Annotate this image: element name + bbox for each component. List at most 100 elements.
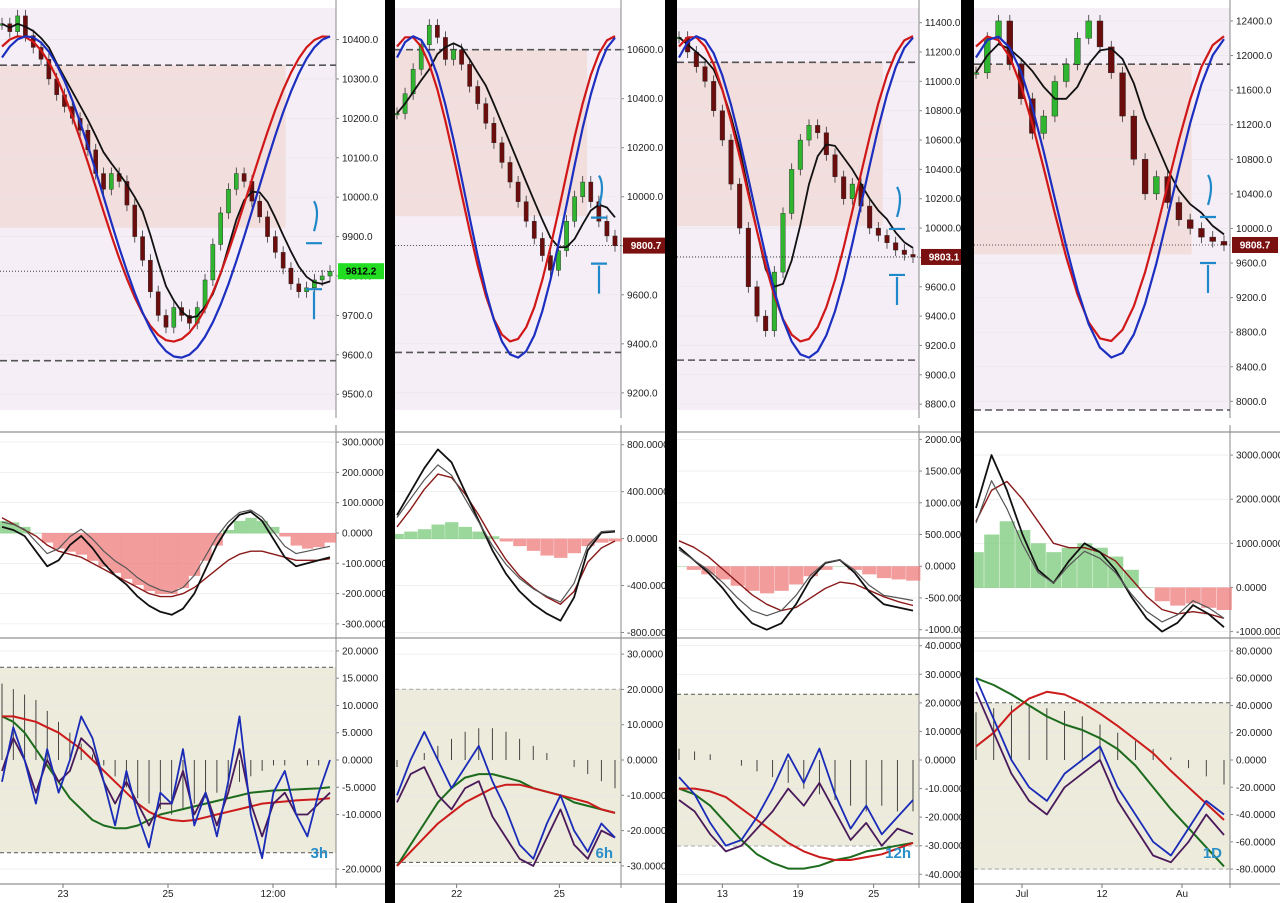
candle-down — [548, 255, 553, 271]
osc1-hist-bar — [594, 538, 609, 543]
price-stoch-blue — [975, 35, 1225, 359]
candle-down — [1175, 202, 1183, 221]
candle-down — [265, 216, 270, 237]
osc1-hist-bar — [1015, 530, 1031, 588]
candle-up — [780, 213, 786, 273]
candle-down — [435, 24, 440, 38]
price-stoch-blue — [396, 35, 616, 359]
candle-down — [754, 286, 760, 317]
candle-up — [218, 212, 223, 245]
candle-down — [745, 227, 751, 287]
price-tick-label: 12000.0 — [1236, 51, 1273, 62]
osc1-hist-bar — [984, 534, 1000, 588]
price-tick-label: 8800.0 — [925, 400, 956, 411]
osc1-hist-bar — [445, 522, 459, 540]
last-price-label: 9800.7 — [631, 241, 662, 252]
osc2-red-line — [396, 783, 616, 867]
candle-down — [893, 242, 899, 251]
price-ma-line — [975, 43, 1225, 236]
price-tick-label: 9600.0 — [342, 350, 373, 361]
price-tick-label: 10400.0 — [925, 165, 961, 176]
osc2-green-line — [396, 773, 616, 867]
osc2-tick-label: 60.0000 — [1236, 674, 1273, 685]
price-tick-label: 9200.0 — [1236, 293, 1267, 304]
timeframe-label: 12h — [885, 845, 911, 862]
osc2-tick-label: 0.0000 — [627, 756, 658, 767]
osc1-hist-bar — [245, 517, 257, 534]
candle-up — [564, 221, 569, 251]
price-tick-label: 11600.0 — [1236, 86, 1272, 97]
osc1-hist-bar — [472, 531, 486, 540]
date-tick-label: Au — [1176, 889, 1188, 900]
osc1-tick-label: -100.0000 — [342, 559, 385, 570]
candle-down — [719, 110, 725, 141]
osc1-hist-bar — [715, 566, 731, 580]
osc1-fast-shadow — [396, 464, 616, 603]
price-tick-label: 11200.0 — [925, 48, 961, 59]
osc2-tick-label: -60.0000 — [1236, 837, 1276, 848]
chart-panel-12h: 11400.0 11200.0 11000.0 10800.0 10600.0 10400… — [677, 0, 961, 903]
candle-down — [531, 221, 537, 239]
candle-down — [148, 260, 153, 292]
osc2-tick-label: -5.0000 — [342, 783, 376, 794]
price-tick-label: 9500.0 — [342, 390, 373, 401]
candle-down — [467, 64, 472, 87]
osc1-hist-bar — [847, 566, 862, 570]
osc2-tick-label: 30.0000 — [627, 650, 664, 661]
osc1-hist-bar — [53, 532, 65, 549]
osc2-tick-label: -10.0000 — [627, 791, 665, 802]
osc1-fast-line — [396, 448, 616, 622]
osc2-tick-label: 40.0000 — [1236, 701, 1273, 712]
candle-up — [426, 24, 432, 45]
price-band-fill — [395, 49, 588, 217]
date-tick-label: 23 — [57, 889, 69, 900]
annotation-up-arrow — [1200, 261, 1216, 293]
osc1-hist-bar — [608, 538, 622, 542]
osc2-tick-label: 20.0000 — [925, 698, 961, 709]
osc1-tick-label: 0.0000 — [925, 562, 956, 573]
osc1-hist-bar — [109, 532, 122, 573]
candle-up — [806, 125, 812, 141]
price-tick-label: 10000.0 — [925, 224, 961, 235]
candle-down — [459, 49, 464, 65]
osc1-hist-bar — [745, 566, 760, 591]
osc1-tick-label: -800.0000 — [627, 628, 665, 639]
osc1-tick-label: 500.0000 — [925, 530, 961, 541]
osc1-tick-label: 1500.0000 — [925, 467, 961, 478]
osc1-tick-label: 300.0000 — [342, 438, 384, 449]
candle-down — [280, 252, 286, 269]
osc1-hist-bar — [1154, 587, 1170, 602]
osc2-tick-label: -20.0000 — [627, 826, 665, 837]
date-tick-label: 13 — [717, 889, 729, 900]
candle-down — [1006, 20, 1013, 65]
date-tick-label: 25 — [868, 889, 880, 900]
candle-down — [507, 162, 513, 183]
candle-up — [1085, 20, 1092, 39]
osc1-hist-bar — [567, 538, 582, 554]
osc2-blue-line — [678, 747, 914, 847]
osc2-purple-line — [975, 691, 1225, 864]
osc1-hist-bar — [188, 532, 201, 576]
osc2-tick-label: -40.0000 — [1236, 810, 1276, 821]
osc1-hist-bar — [1185, 587, 1201, 604]
price-band-fill — [0, 65, 286, 228]
annotation-down-arrow — [591, 175, 607, 219]
osc1-hist-bar — [581, 538, 595, 547]
osc1-tick-label: -200.0000 — [342, 589, 385, 600]
price-tick-label: 10300.0 — [342, 74, 379, 85]
osc1-hist-bar — [324, 532, 336, 543]
osc1-hist-bar — [862, 566, 877, 575]
price-stoch-red — [396, 35, 616, 343]
last-price-label: 9808.7 — [1240, 240, 1271, 251]
price-tick-label: 10200.0 — [342, 114, 379, 125]
osc1-hist-bar — [177, 532, 189, 589]
price-stoch-red — [975, 35, 1225, 343]
price-tick-label: 10200.0 — [925, 194, 961, 205]
chart-svg: 10600.010400.010200.010000.09800.09600.0… — [395, 0, 665, 900]
osc1-hist-bar — [98, 532, 110, 567]
osc1-tick-label: -1000.0000 — [1236, 627, 1280, 638]
price-tick-label: 10200.0 — [627, 143, 664, 154]
date-tick-label: 25 — [162, 889, 174, 900]
price-tick-label: 10600.0 — [925, 136, 961, 147]
osc1-hist-bar — [1061, 547, 1077, 588]
